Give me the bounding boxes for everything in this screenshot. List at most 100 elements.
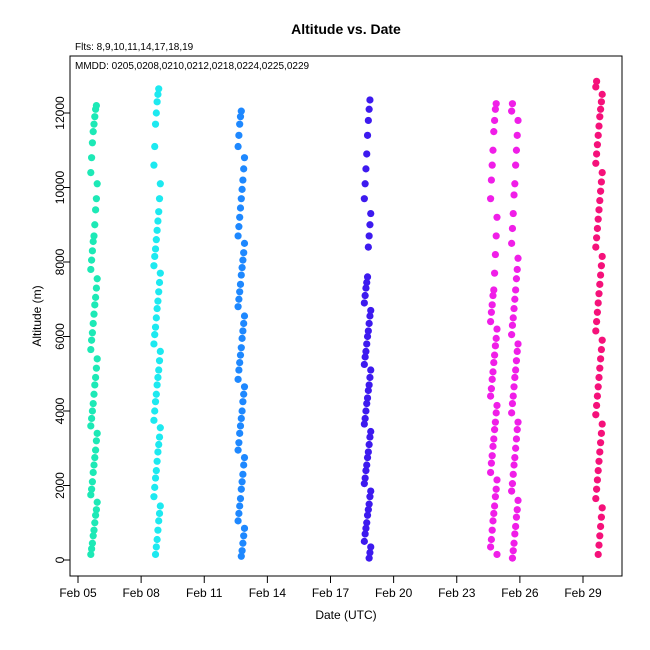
data-point [512, 435, 521, 443]
data-point [361, 530, 369, 538]
data-point [151, 483, 159, 491]
data-point [593, 141, 602, 149]
data-point [597, 98, 606, 106]
chart-title: Altitude vs. Date [291, 21, 401, 37]
data-point [235, 509, 243, 518]
data-point [236, 422, 245, 430]
data-point [151, 245, 160, 253]
data-point [593, 476, 602, 484]
data-point [88, 256, 96, 264]
data-point [511, 295, 519, 303]
data-point [592, 159, 600, 167]
data-point [90, 390, 98, 398]
data-point [88, 485, 96, 493]
data-point [367, 427, 375, 436]
data-point [596, 113, 604, 121]
data-point [512, 161, 520, 169]
data-point [365, 105, 373, 113]
data-point [594, 131, 602, 139]
data-point [367, 306, 375, 315]
data-point [593, 234, 601, 242]
data-point [514, 496, 522, 504]
data-point [509, 314, 517, 322]
data-point [91, 453, 99, 462]
data-point [363, 453, 372, 462]
data-point [155, 208, 163, 216]
data-point [361, 291, 369, 300]
data-point [598, 420, 606, 428]
data-point [88, 154, 96, 162]
data-point [239, 398, 247, 406]
data-point [366, 493, 374, 501]
data-point [153, 457, 161, 465]
data-point [490, 358, 498, 367]
series-feb-18 [360, 96, 375, 562]
data-point [237, 552, 245, 560]
data-point [366, 548, 374, 557]
data-point [491, 493, 499, 501]
data-point [154, 217, 162, 225]
data-point [366, 221, 374, 229]
data-point [598, 504, 606, 512]
y-tick-label: 12000 [53, 96, 67, 130]
data-point [240, 319, 248, 328]
data-point [597, 345, 606, 354]
data-point [360, 360, 368, 369]
data-point [366, 312, 374, 320]
data-point [236, 213, 244, 221]
data-point [239, 176, 247, 184]
data-point [490, 426, 499, 434]
data-point [93, 429, 101, 437]
data-point [491, 105, 499, 113]
data-point [486, 543, 495, 551]
data-point [512, 444, 520, 452]
data-point [154, 526, 162, 534]
data-point [235, 131, 243, 139]
data-point [153, 381, 161, 389]
data-point [90, 526, 98, 534]
data-point [155, 85, 163, 93]
data-point [597, 429, 606, 437]
data-point [151, 331, 159, 339]
data-point [595, 457, 603, 465]
data-point [595, 541, 603, 549]
data-point [490, 351, 499, 359]
data-point [92, 293, 100, 301]
data-point [593, 77, 601, 85]
data-point [490, 509, 498, 518]
data-point [154, 448, 162, 456]
data-point [597, 178, 606, 186]
data-point [492, 232, 500, 240]
data-point [597, 262, 606, 270]
data-point [364, 116, 372, 125]
data-point [151, 323, 160, 331]
data-point [487, 459, 495, 467]
data-point [155, 517, 163, 525]
data-point [597, 439, 605, 447]
data-point [155, 288, 163, 296]
data-point [598, 336, 606, 344]
data-point [151, 550, 160, 559]
data-point [363, 278, 371, 287]
data-point [89, 319, 97, 328]
data-point [153, 304, 161, 313]
data-point [235, 223, 243, 231]
data-point [490, 286, 498, 294]
data-point [593, 150, 601, 158]
data-point [367, 209, 375, 218]
data-point [91, 381, 99, 389]
data-point [488, 161, 496, 169]
data-point [490, 435, 498, 443]
data-point [151, 252, 159, 261]
data-point [363, 511, 372, 519]
data-point [365, 500, 373, 508]
data-point [234, 232, 242, 240]
data-point [154, 90, 162, 98]
data-point [512, 146, 521, 154]
data-point [597, 271, 605, 279]
data-point [360, 420, 368, 428]
data-point [89, 532, 97, 540]
data-point [87, 169, 95, 177]
data-point [87, 550, 95, 559]
